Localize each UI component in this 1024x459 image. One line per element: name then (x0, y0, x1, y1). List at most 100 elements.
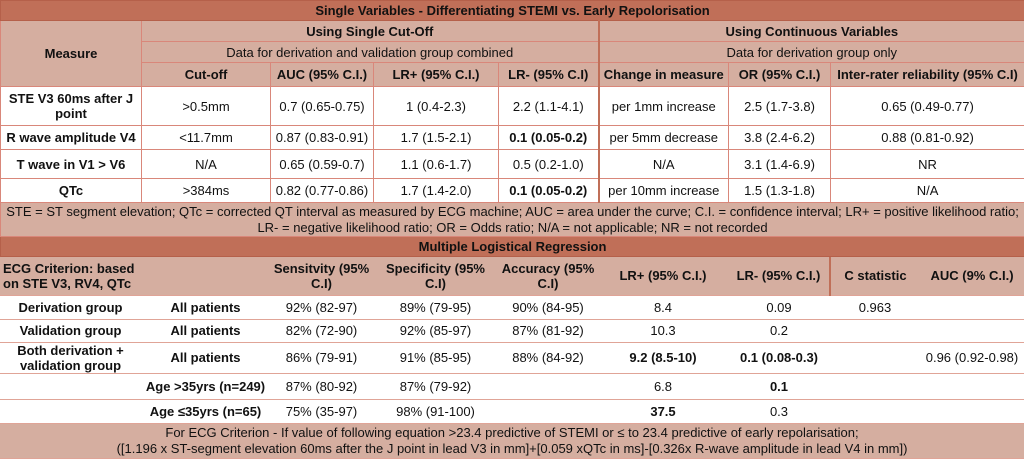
data-cell: 0.87 (0.83-0.91) (271, 126, 374, 150)
cutoff-group-header: Using Single Cut-Off (142, 21, 599, 42)
data-cell: 0.88 (0.81-0.92) (831, 126, 1024, 150)
data-cell: All patients (141, 295, 270, 319)
data-cell (920, 373, 1024, 399)
data-cell: 88% (84-92) (498, 342, 598, 373)
data-cell: 0.1 (0.05-0.2) (499, 126, 599, 150)
data-cell: Age ≤35yrs (n=65) (141, 399, 270, 423)
column-header: OR (95% C.I.) (729, 63, 831, 87)
data-cell: 37.5 (598, 399, 728, 423)
data-cell: Validation group (0, 319, 141, 342)
measure-cell: QTc (1, 179, 142, 203)
data-cell: >0.5mm (142, 87, 271, 126)
column-header: LR- (95% C.I.) (728, 257, 830, 295)
data-cell: N/A (599, 150, 729, 179)
footer-line-2: ([1.196 x ST-segment elevation 60ms afte… (3, 441, 1021, 457)
column-header (141, 257, 270, 295)
data-cell: >384ms (142, 179, 271, 203)
data-cell: 0.7 (0.65-0.75) (271, 87, 374, 126)
data-cell: 0.1 (728, 373, 830, 399)
table-row: Age >35yrs (n=249)87% (80-92)87% (79-92)… (0, 373, 1024, 399)
data-cell: 0.65 (0.49-0.77) (831, 87, 1024, 126)
column-header: Change in measure (599, 63, 729, 87)
data-cell: All patients (141, 319, 270, 342)
column-header: Sensitvity (95% C.I) (270, 257, 373, 295)
table-row: Age ≤35yrs (n=65)75% (35-97)98% (91-100)… (0, 399, 1024, 423)
data-cell: N/A (142, 150, 271, 179)
column-header: LR- (95% C.I) (499, 63, 599, 87)
data-cell: 0.963 (830, 295, 920, 319)
data-cell: 0.1 (0.08-0.3) (728, 342, 830, 373)
data-cell (920, 319, 1024, 342)
regression-table: ECG Criterion: based on STE V3, RV4, QTc… (0, 257, 1024, 459)
data-cell (0, 373, 141, 399)
data-cell (498, 399, 598, 423)
data-cell: 9.2 (8.5-10) (598, 342, 728, 373)
data-cell: 1.7 (1.5-2.1) (374, 126, 499, 150)
column-header: AUC (9% C.I.) (920, 257, 1024, 295)
regression-title: Multiple Logistical Regression (1, 237, 1024, 257)
data-cell: 87% (81-92) (498, 319, 598, 342)
data-cell: 92% (85-97) (373, 319, 498, 342)
column-header: Accuracy (95% C.I) (498, 257, 598, 295)
column-header: LR+ (95% C.I.) (598, 257, 728, 295)
data-cell (830, 373, 920, 399)
data-cell: 98% (91-100) (373, 399, 498, 423)
column-header: Cut-off (142, 63, 271, 87)
data-cell: 86% (79-91) (270, 342, 373, 373)
data-cell: 82% (72-90) (270, 319, 373, 342)
single-variables-table: Single Variables - Differentiating STEMI… (0, 0, 1024, 257)
data-cell: 1 (0.4-2.3) (374, 87, 499, 126)
data-cell: 0.3 (728, 399, 830, 423)
data-cell: 75% (35-97) (270, 399, 373, 423)
data-cell (920, 399, 1024, 423)
cutoff-subheader: Data for derivation and validation group… (142, 42, 599, 63)
data-cell (830, 342, 920, 373)
data-cell: 0.09 (728, 295, 830, 319)
data-cell: 3.1 (1.4-6.9) (729, 150, 831, 179)
data-cell: 0.2 (728, 319, 830, 342)
data-cell: 91% (85-95) (373, 342, 498, 373)
data-cell: NR (831, 150, 1024, 179)
data-cell: 0.65 (0.59-0.7) (271, 150, 374, 179)
data-cell: 2.5 (1.7-3.8) (729, 87, 831, 126)
data-cell (0, 399, 141, 423)
data-cell: 0.5 (0.2-1.0) (499, 150, 599, 179)
data-cell: 0.82 (0.77-0.86) (271, 179, 374, 203)
data-cell (498, 373, 598, 399)
data-cell: 87% (79-92) (373, 373, 498, 399)
column-header: AUC (95% C.I.) (271, 63, 374, 87)
data-cell: N/A (831, 179, 1024, 203)
footer-line-1: For ECG Criterion - If value of followin… (3, 425, 1021, 441)
data-cell: per 5mm decrease (599, 126, 729, 150)
data-cell: Age >35yrs (n=249) (141, 373, 270, 399)
data-cell: 2.2 (1.1-4.1) (499, 87, 599, 126)
column-header: LR+ (95% C.I.) (374, 63, 499, 87)
measure-cell: STE V3 60ms after J point (1, 87, 142, 126)
measure-header: Measure (1, 21, 142, 87)
column-header: Inter-rater reliability (95% C.I) (831, 63, 1024, 87)
data-cell: Both derivation + validation group (0, 342, 141, 373)
column-header: ECG Criterion: based on STE V3, RV4, QTc (0, 257, 141, 295)
data-cell: 1.1 (0.6-1.7) (374, 150, 499, 179)
data-cell: 1.7 (1.4-2.0) (374, 179, 499, 203)
data-cell: 1.5 (1.3-1.8) (729, 179, 831, 203)
measure-cell: T wave in V1 > V6 (1, 150, 142, 179)
regression-footer: For ECG Criterion - If value of followin… (0, 423, 1024, 458)
data-cell: per 10mm increase (599, 179, 729, 203)
data-cell: All patients (141, 342, 270, 373)
data-cell: 90% (84-95) (498, 295, 598, 319)
measure-cell: R wave amplitude V4 (1, 126, 142, 150)
single-title: Single Variables - Differentiating STEMI… (1, 1, 1024, 21)
continuous-group-header: Using Continuous Variables (599, 21, 1024, 42)
column-header: C statistic (830, 257, 920, 295)
data-cell: 10.3 (598, 319, 728, 342)
data-cell: Derivation group (0, 295, 141, 319)
data-cell: <11.7mm (142, 126, 271, 150)
